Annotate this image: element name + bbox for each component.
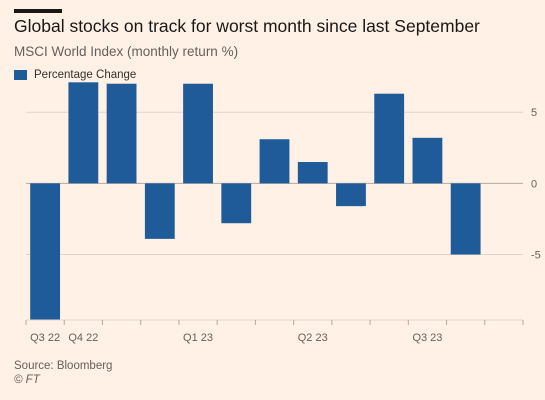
chart-subtitle: MSCI World Index (monthly return %) (14, 44, 239, 59)
bar (106, 83, 137, 184)
bar (183, 83, 213, 184)
bar (374, 93, 405, 184)
x-tick-label: Q1 23 (183, 332, 213, 344)
y-tick-label: 5 (531, 107, 537, 119)
bar-chart: 5 0 -5 Q3 22 Q4 22 Q1 23 Q2 23 Q3 23 (25, 82, 541, 344)
x-tick-label: Q2 23 (298, 332, 328, 344)
y-tick-label: 0 (531, 178, 537, 190)
chart-title: Global stocks on track for worst month s… (14, 16, 480, 36)
bar (412, 137, 443, 184)
bar (68, 82, 99, 184)
x-tick-label: Q3 23 (412, 332, 442, 344)
bar (297, 162, 328, 184)
bar (450, 183, 481, 255)
source-note: Source: Bloomberg (14, 360, 113, 372)
ft-credit: © FT (14, 374, 40, 386)
bar (259, 139, 290, 184)
chart-legend: Percentage Change (14, 69, 136, 81)
bar (221, 183, 252, 224)
chart-footer: Source: Bloomberg © FT (14, 359, 112, 387)
bar (144, 183, 175, 239)
x-tick-label: Q3 22 (30, 332, 60, 344)
bar (336, 183, 366, 207)
bar (30, 183, 61, 320)
x-tick-label: Q4 22 (68, 332, 98, 344)
y-tick-label: -5 (531, 250, 541, 262)
legend-swatch (14, 70, 27, 80)
ft-header-bar (14, 9, 62, 13)
legend-label: Percentage Change (34, 69, 137, 81)
